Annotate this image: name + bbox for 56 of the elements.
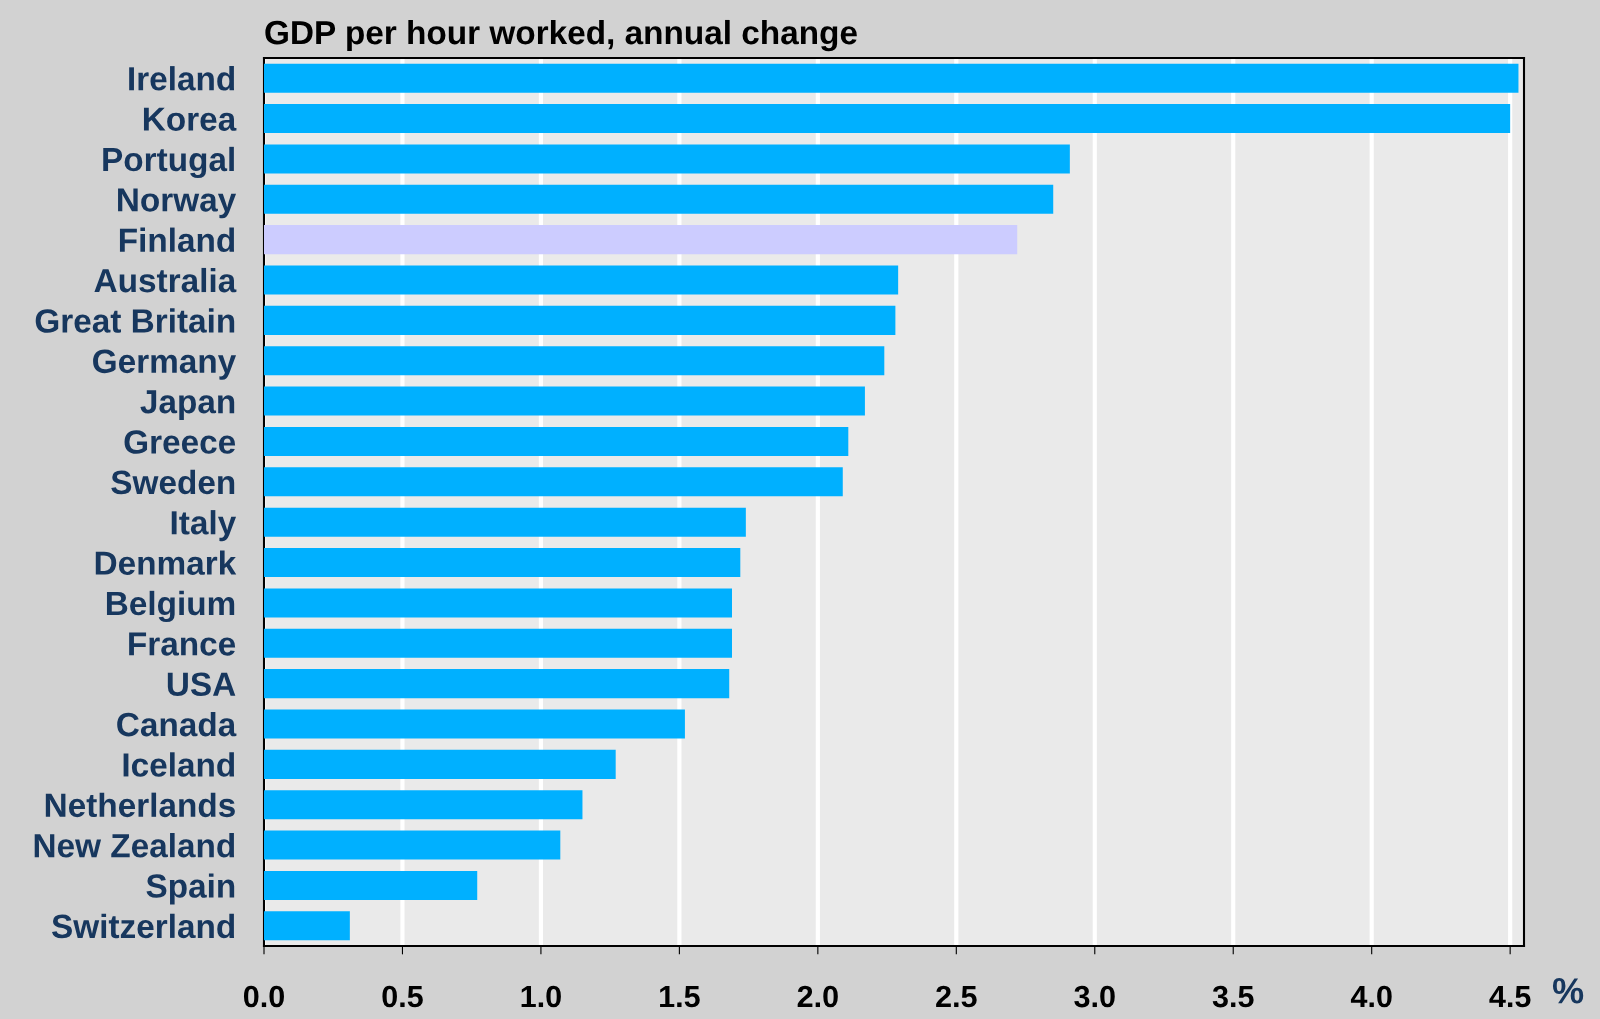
bar [264,144,1070,174]
y-tick-label: France [129,632,236,656]
bar [264,184,1054,214]
y-tick-label: Great Britain [35,308,235,333]
bar [264,386,865,416]
y-tick-label: Finland [119,227,235,253]
x-axis-title: % [1552,978,1584,1004]
bar [264,749,616,779]
y-tick-label: Belgium [106,590,235,623]
y-tick-label: Ireland [129,66,235,91]
x-tick-label: 1.5 [660,986,700,1008]
bar [264,467,843,497]
x-tick-label: 2.5 [936,985,977,1008]
x-tick-label: 4.0 [1350,985,1392,1008]
y-tick-label: Korea [143,107,237,131]
bar [264,870,478,900]
x-tick-label: 3.5 [1212,985,1254,1008]
bar [264,709,685,739]
bar [264,63,1519,93]
y-tick-label: Denmark [95,550,237,575]
bar [264,669,730,699]
y-tick-label: Sweden [111,469,235,495]
y-tick-label: Greece [124,430,236,454]
y-tick-label: Germany [93,349,237,380]
x-tick-label: 2.0 [797,985,838,1008]
bar [264,628,732,658]
y-tick-label: Iceland [123,752,235,777]
y-tick-label: Australia [94,267,237,293]
y-tick-label: Norway [118,188,237,219]
x-tick-label: 3.0 [1074,985,1115,1008]
y-tick-label: Italy [171,510,237,542]
bar [264,830,561,860]
y-tick-label: USA [167,672,236,697]
chart-title: GDP per hour worked, annual change [265,19,857,52]
x-tick-label: 0.5 [382,985,423,1008]
y-tick-label: Japan [140,390,235,421]
y-tick-label: Netherlands [45,792,235,818]
y-tick-label: Spain [146,873,235,905]
bar [264,346,885,376]
y-tick-label: Switzerland [51,913,235,939]
bar [264,305,896,335]
bar [264,911,350,941]
y-tick-label: New Zealand [34,833,235,858]
bar [264,265,899,295]
x-tick-label: 0.0 [243,985,284,1008]
y-tick-label: Canada [117,711,237,737]
bar [264,104,1511,134]
bar [264,588,732,618]
bar [264,426,849,456]
x-tick-label: 4.5 [1489,986,1531,1008]
bar [264,790,583,820]
bar [264,507,746,537]
bar [264,548,741,578]
y-tick-label: Portugal [103,146,234,179]
bar [264,225,1018,255]
x-tick-label: 1.0 [521,985,561,1008]
